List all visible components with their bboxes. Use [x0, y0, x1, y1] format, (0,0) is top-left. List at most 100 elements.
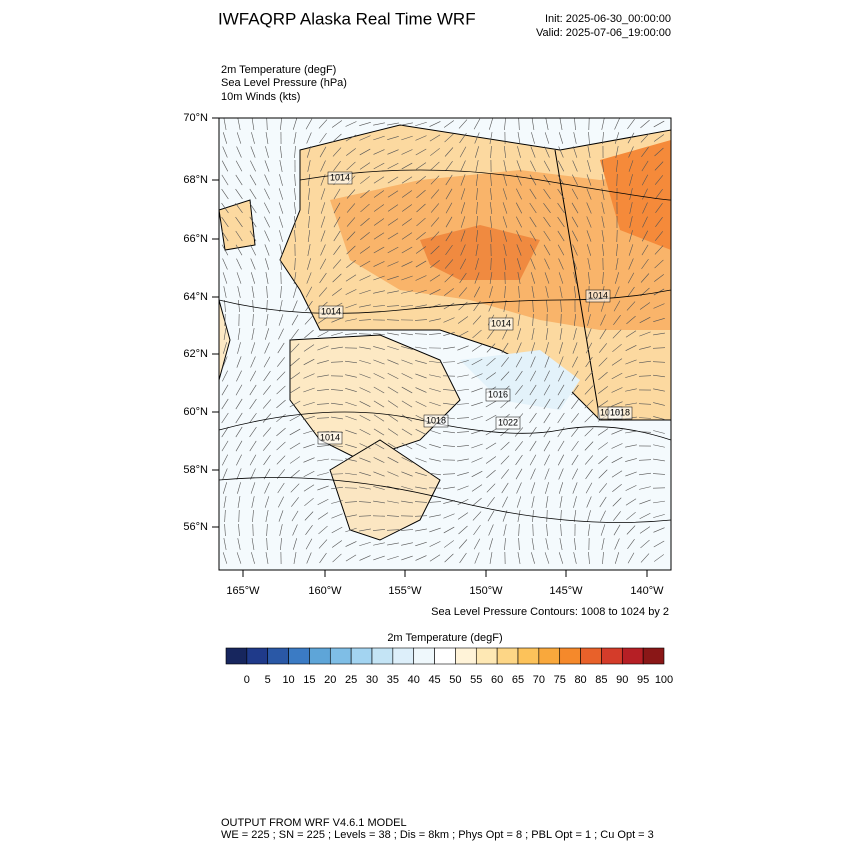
contour-label: 1018 [426, 415, 446, 425]
wind-barb [430, 245, 440, 255]
wind-barb [639, 499, 651, 505]
wind-barb [516, 230, 522, 242]
wind-barb [530, 482, 536, 494]
wind-barb [457, 512, 469, 520]
wind-barb [515, 468, 523, 480]
wind-barb [387, 428, 399, 436]
wind-barb [586, 188, 592, 200]
colorbar-swatch [475, 647, 498, 665]
wind-barb [265, 258, 269, 270]
wind-barb [641, 230, 649, 242]
wind-barb [611, 401, 623, 407]
wind-barb [444, 147, 454, 157]
wind-barb [442, 445, 456, 447]
colorbar-label: 65 [512, 674, 524, 686]
wind-barb [332, 273, 342, 283]
wind-barb [515, 441, 523, 451]
wind-barb [474, 272, 480, 284]
wind-barb [559, 342, 563, 354]
wind-barb [557, 244, 565, 256]
wind-barb [601, 118, 605, 130]
wind-barb [598, 371, 608, 381]
wind-barb [345, 318, 357, 322]
wind-barb [530, 258, 536, 270]
wind-barb [279, 160, 283, 172]
wind-barb [640, 539, 650, 549]
wind-barb [290, 483, 300, 493]
wind-barb [359, 387, 371, 393]
wind-barb [503, 146, 507, 158]
wind-barb [223, 286, 227, 298]
wind-barb [414, 501, 428, 503]
wind-barb [543, 216, 551, 228]
wind-barb [278, 328, 284, 340]
wind-barb [221, 412, 229, 424]
wind-barb [584, 455, 594, 465]
wind-barb [414, 333, 428, 335]
lat-label: 56°N [183, 521, 208, 533]
wind-barb [317, 389, 329, 391]
wind-barb [289, 442, 301, 450]
wind-barb [652, 473, 666, 475]
wind-barb [265, 146, 269, 158]
wind-barb [292, 524, 298, 536]
wind-barb [251, 496, 255, 508]
lat-label: 62°N [183, 348, 208, 360]
contour-label-box [317, 431, 343, 445]
wind-barb [277, 482, 285, 494]
wind-barb [359, 528, 371, 532]
wind-barb [430, 148, 440, 156]
wind-barb [387, 149, 399, 155]
wind-barb [445, 244, 453, 256]
wind-barb [530, 468, 536, 480]
wind-barb [319, 146, 327, 158]
wind-barb [654, 259, 664, 269]
wind-barb [571, 370, 579, 382]
wind-barb [544, 132, 550, 144]
wind-barb [627, 552, 635, 564]
wind-barb [264, 328, 270, 340]
wind-barb [223, 496, 227, 508]
wind-barb [543, 440, 551, 452]
title: IWFAQRP Alaska Real Time WRF [218, 9, 476, 28]
wind-barb [532, 299, 534, 313]
wind-barb [641, 258, 649, 270]
wind-barb [516, 328, 522, 340]
wind-barb [319, 552, 327, 564]
wind-barb [291, 314, 299, 326]
wind-barb [653, 554, 665, 562]
wind-barb [387, 414, 399, 422]
wind-barb [501, 357, 509, 367]
wind-barb [655, 202, 663, 214]
wind-barb [476, 215, 478, 229]
wind-barb [235, 244, 243, 256]
wind-barb [320, 216, 326, 228]
contour-label: 1014 [491, 318, 511, 328]
wind-barb [474, 552, 480, 564]
wind-barb [654, 245, 664, 255]
wind-barb [571, 202, 579, 214]
wind-barb [571, 230, 579, 242]
wind-barb [429, 289, 441, 295]
wind-barb [333, 202, 341, 214]
colorbar-swatch [496, 647, 519, 665]
wind-barb [236, 272, 242, 284]
wind-barb [237, 328, 241, 340]
colorbar-label: 90 [616, 674, 628, 686]
wind-barb [531, 132, 535, 144]
colorbar-swatch [288, 647, 310, 665]
wind-barb [317, 499, 329, 505]
wind-barb [476, 201, 478, 215]
wind-barb [504, 537, 506, 551]
wind-barb [221, 202, 229, 214]
wind-barb [458, 539, 468, 549]
wind-barb [346, 203, 356, 213]
wind-barb [489, 132, 493, 144]
wind-barb [503, 230, 507, 242]
wind-barb [236, 370, 242, 382]
map: 1014101410141014101410161018102210181018 [219, 118, 671, 570]
wind-barb [222, 356, 228, 368]
wind-barb [639, 316, 651, 324]
wind-barb [444, 288, 454, 296]
wind-barb [387, 471, 399, 477]
